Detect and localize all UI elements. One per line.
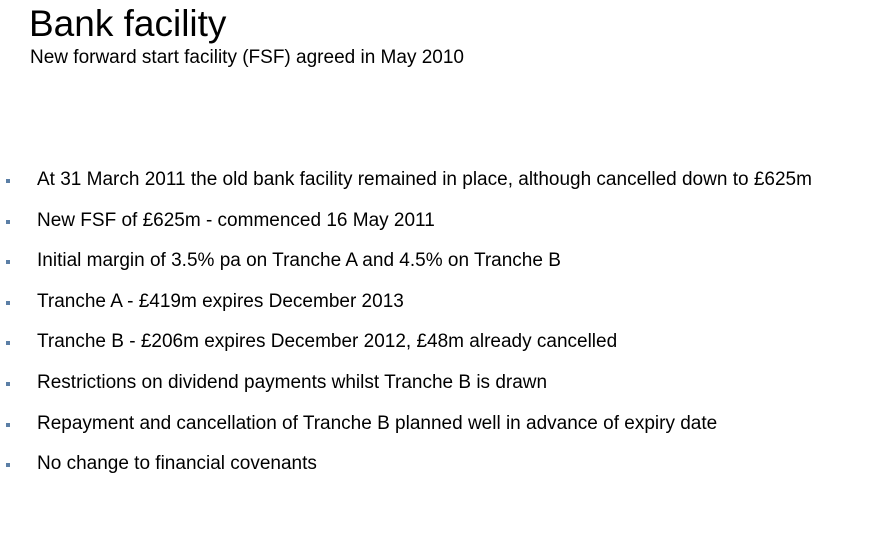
square-bullet-icon bbox=[6, 422, 10, 427]
bullet-text: Restrictions on dividend payments whilst… bbox=[37, 371, 548, 393]
bullet-text: Tranche A - £419m expires December 2013 bbox=[37, 290, 404, 312]
square-bullet-icon bbox=[6, 341, 10, 346]
square-bullet-icon bbox=[6, 463, 10, 468]
bullet-text: New FSF of £625m - commenced 16 May 2011 bbox=[37, 209, 435, 231]
square-bullet-icon bbox=[6, 381, 10, 386]
bullet-text: Tranche B - £206m expires December 2012,… bbox=[37, 331, 618, 353]
square-bullet-icon bbox=[6, 179, 10, 183]
slide-title: Bank facility bbox=[29, 3, 227, 44]
bullet-text: Initial margin of 3.5% pa on Tranche A a… bbox=[37, 250, 561, 272]
slide-subtitle: New forward start facility (FSF) agreed … bbox=[30, 47, 464, 68]
square-bullet-icon bbox=[6, 219, 10, 224]
square-bullet-icon bbox=[6, 260, 10, 265]
bullet-text: No change to financial covenants bbox=[37, 453, 317, 475]
bullet-text: At 31 March 2011 the old bank facility r… bbox=[37, 169, 812, 190]
square-bullet-icon bbox=[6, 300, 10, 305]
bullet-text: Repayment and cancellation of Tranche B … bbox=[37, 412, 718, 434]
